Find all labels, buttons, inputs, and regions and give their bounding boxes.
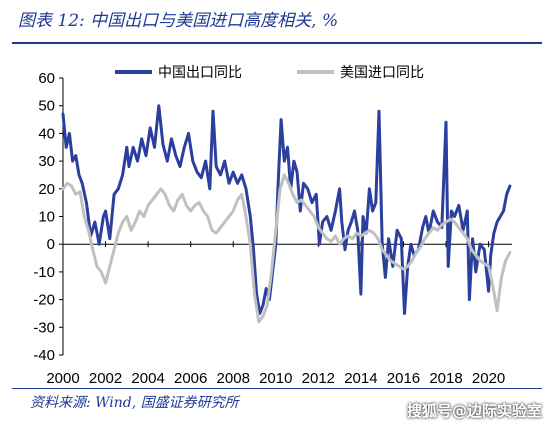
series-layer [61, 104, 512, 324]
y-tick-label: 60 [38, 70, 55, 87]
legend: 中国出口同比 美国进口同比 [115, 65, 424, 81]
x-tick-label: 2000 [46, 370, 79, 387]
series-line-us-imports [61, 173, 512, 324]
x-tick-label: 2008 [217, 370, 250, 387]
y-tick-label: -30 [33, 319, 55, 336]
y-tick-label: -20 [33, 292, 55, 309]
y-tick-label: 20 [38, 181, 55, 198]
chart-title: 图表 12: 中国出口与美国进口高度相关, % [18, 11, 339, 31]
y-tick-label: 50 [38, 98, 55, 115]
x-tick-label: 2006 [174, 370, 207, 387]
x-tick-label: 2012 [302, 370, 335, 387]
x-tick-label: 2020 [472, 370, 505, 387]
y-tick-label: 0 [47, 236, 55, 253]
y-tick-label: 30 [38, 153, 55, 170]
y-tick-label: 10 [38, 209, 55, 226]
series-line-china-exports [61, 104, 512, 315]
x-tick-label: 2010 [259, 370, 292, 387]
title-rule [12, 42, 542, 44]
x-tick-label: 2002 [89, 370, 122, 387]
y-tick-label: 40 [38, 125, 55, 142]
y-axis: 60 50 40 30 20 10 0 -10 -20 -30 -40 [33, 70, 512, 364]
x-tick-label: 2018 [429, 370, 462, 387]
x-tick-label: 2014 [344, 370, 377, 387]
legend-label: 中国出口同比 [158, 65, 242, 81]
y-tick-label: -10 [33, 264, 55, 281]
legend-label: 美国进口同比 [340, 65, 424, 81]
x-tick-label: 2004 [131, 370, 164, 387]
x-tick-label: 2016 [387, 370, 420, 387]
watermark: 搜狐号@边际实验室 [406, 402, 542, 420]
x-axis: 2000 2002 2004 2006 2008 2010 2012 2014 2016 2018… [46, 241, 505, 387]
source-rule [12, 388, 542, 389]
source-note: 资料来源: Wind, 国盛证券研究所 [30, 395, 239, 411]
y-tick-label: -40 [33, 347, 55, 364]
